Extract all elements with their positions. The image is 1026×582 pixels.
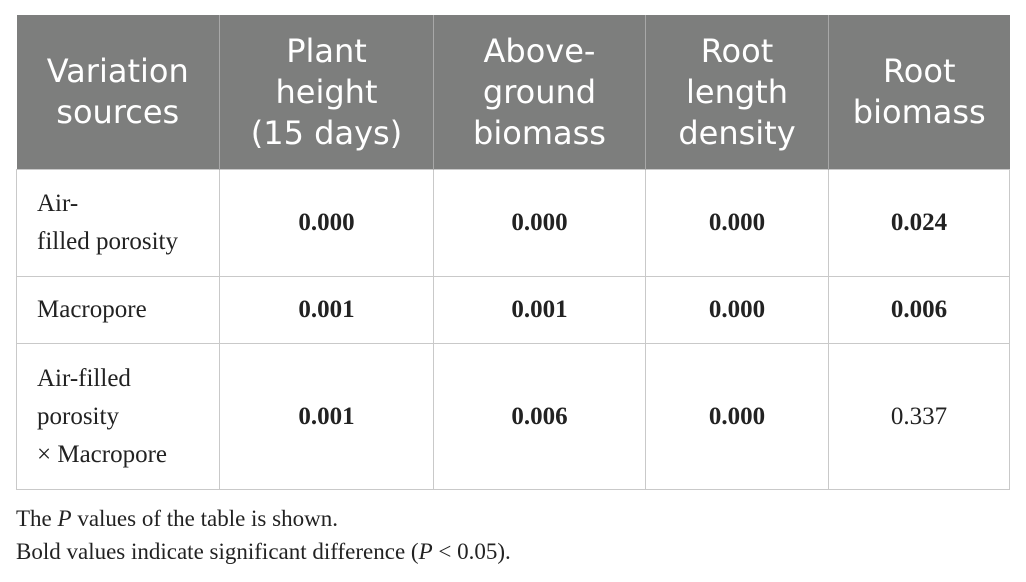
row-label: Air-filled porosity × Macropore bbox=[16, 343, 220, 490]
header-variation-sources: Variation sources bbox=[16, 15, 220, 170]
header-root-length-density: Root length density bbox=[645, 15, 829, 170]
cell-value: 0.000 bbox=[645, 343, 829, 490]
cell-value: 0.024 bbox=[828, 169, 1010, 277]
anova-table-container: Variation sources Plant height (15 days) Ab… bbox=[16, 15, 1010, 490]
cell-value: 0.000 bbox=[645, 276, 829, 344]
cell-value: 0.001 bbox=[219, 276, 434, 344]
cell-value: 0.000 bbox=[219, 169, 434, 277]
footnote-p-values: The P values of the table is shown. bbox=[16, 506, 338, 531]
header-aboveground-biomass: Above-ground biomass bbox=[433, 15, 646, 170]
row-label: Macropore bbox=[16, 276, 220, 344]
cell-value: 0.001 bbox=[433, 276, 646, 344]
header-plant-height: Plant height (15 days) bbox=[219, 15, 434, 170]
cell-value: 0.001 bbox=[219, 343, 434, 490]
table-row: Air-filled porosity × Macropore 0.001 0.00… bbox=[16, 343, 1010, 490]
row-label: Air-filled porosity bbox=[16, 169, 220, 277]
anova-table: Variation sources Plant height (15 days) Ab… bbox=[16, 15, 1010, 490]
footnote-bold-significance: Bold values indicate significant differe… bbox=[16, 539, 511, 564]
table-row: Air-filled porosity 0.000 0.000 0.000 0.… bbox=[16, 169, 1010, 277]
cell-value: 0.006 bbox=[828, 276, 1010, 344]
table-footnotes: The P values of the table is shown. Bold… bbox=[16, 502, 511, 568]
cell-value: 0.337 bbox=[828, 343, 1010, 490]
table-row: Macropore 0.001 0.001 0.000 0.006 bbox=[16, 276, 1010, 344]
header-root-biomass: Root biomass bbox=[828, 15, 1010, 170]
cell-value: 0.006 bbox=[433, 343, 646, 490]
cell-value: 0.000 bbox=[433, 169, 646, 277]
table-header-row: Variation sources Plant height (15 days) Ab… bbox=[16, 15, 1010, 170]
cell-value: 0.000 bbox=[645, 169, 829, 277]
